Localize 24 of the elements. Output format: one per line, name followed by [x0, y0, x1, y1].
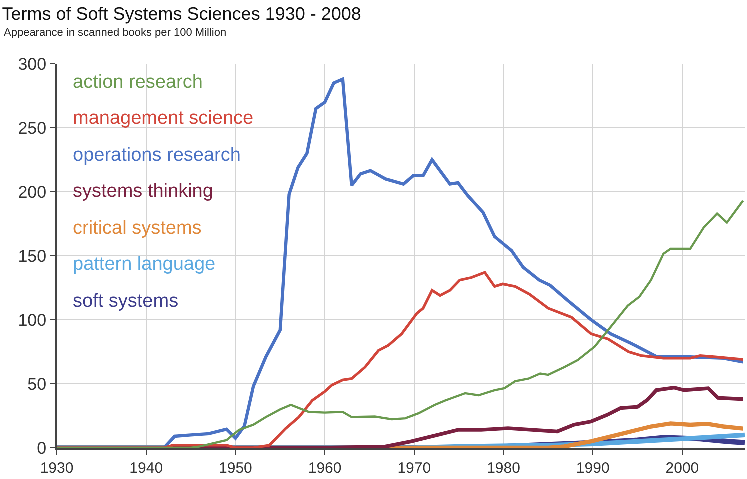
x-tick-label: 1960	[308, 460, 342, 477]
text: pattern language	[73, 254, 216, 275]
x-tick-label: 1970	[398, 460, 432, 477]
x-tick-label: 1950	[219, 460, 252, 477]
text: soft systems	[73, 291, 179, 312]
x-tick-label: 1990	[576, 460, 610, 477]
y-tick-label: 150	[18, 246, 47, 266]
text: operations research	[73, 145, 241, 166]
y-tick-label: 200	[18, 182, 47, 202]
text: management science	[73, 108, 254, 129]
chart-title: Terms of Soft Systems Sciences 1930 - 2008	[2, 4, 362, 24]
x-tick-label: 1940	[130, 460, 164, 477]
x-tick-label: 1930	[40, 460, 74, 477]
y-tick-label: 300	[18, 54, 47, 74]
y-tick-label: 250	[18, 118, 47, 138]
x-tick-label: 1980	[487, 460, 520, 477]
y-tick-label: 50	[28, 374, 47, 394]
text: critical systems	[73, 218, 202, 239]
y-tick-label: 0	[37, 438, 47, 458]
chart-subtitle: Appearance in scanned books per 100 Million	[4, 27, 227, 39]
y-tick-label: 100	[18, 310, 47, 330]
x-tick-label: 2000	[666, 460, 700, 477]
text: systems thinking	[73, 181, 214, 202]
text: action research	[73, 72, 203, 93]
